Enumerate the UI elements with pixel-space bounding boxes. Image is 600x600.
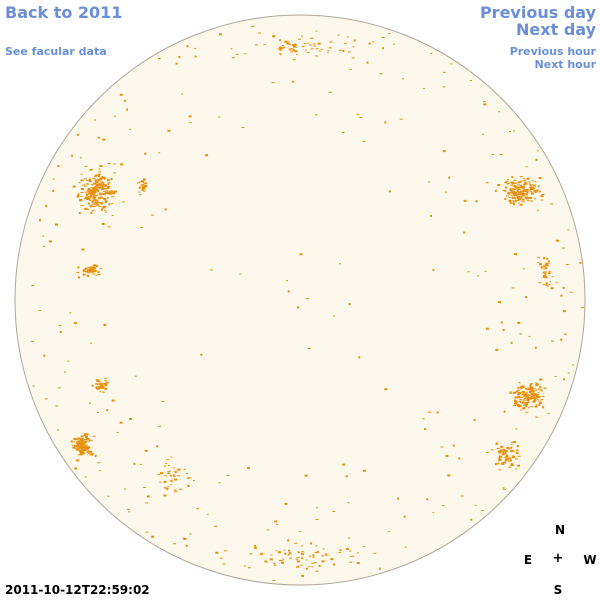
compass-east-label: E (523, 553, 533, 567)
compass-center-plus: + (552, 551, 564, 566)
compass-west-label: W (583, 553, 597, 567)
back-to-year-link[interactable]: Back to 2011 (5, 3, 123, 22)
see-facular-data-link[interactable]: See facular data (5, 45, 107, 58)
previous-hour-link[interactable]: Previous hour (509, 45, 596, 58)
next-hour-link[interactable]: Next hour (534, 58, 597, 71)
next-day-link[interactable]: Next day (516, 20, 596, 39)
compass-north-label: N (554, 523, 566, 537)
faculae-layer (30, 25, 584, 581)
solar-disk (14, 14, 586, 586)
previous-day-link[interactable]: Previous day (479, 3, 596, 22)
compass-south-label: S (553, 583, 563, 597)
observation-timestamp: 2011-10-12T22:59:02 (5, 583, 150, 597)
